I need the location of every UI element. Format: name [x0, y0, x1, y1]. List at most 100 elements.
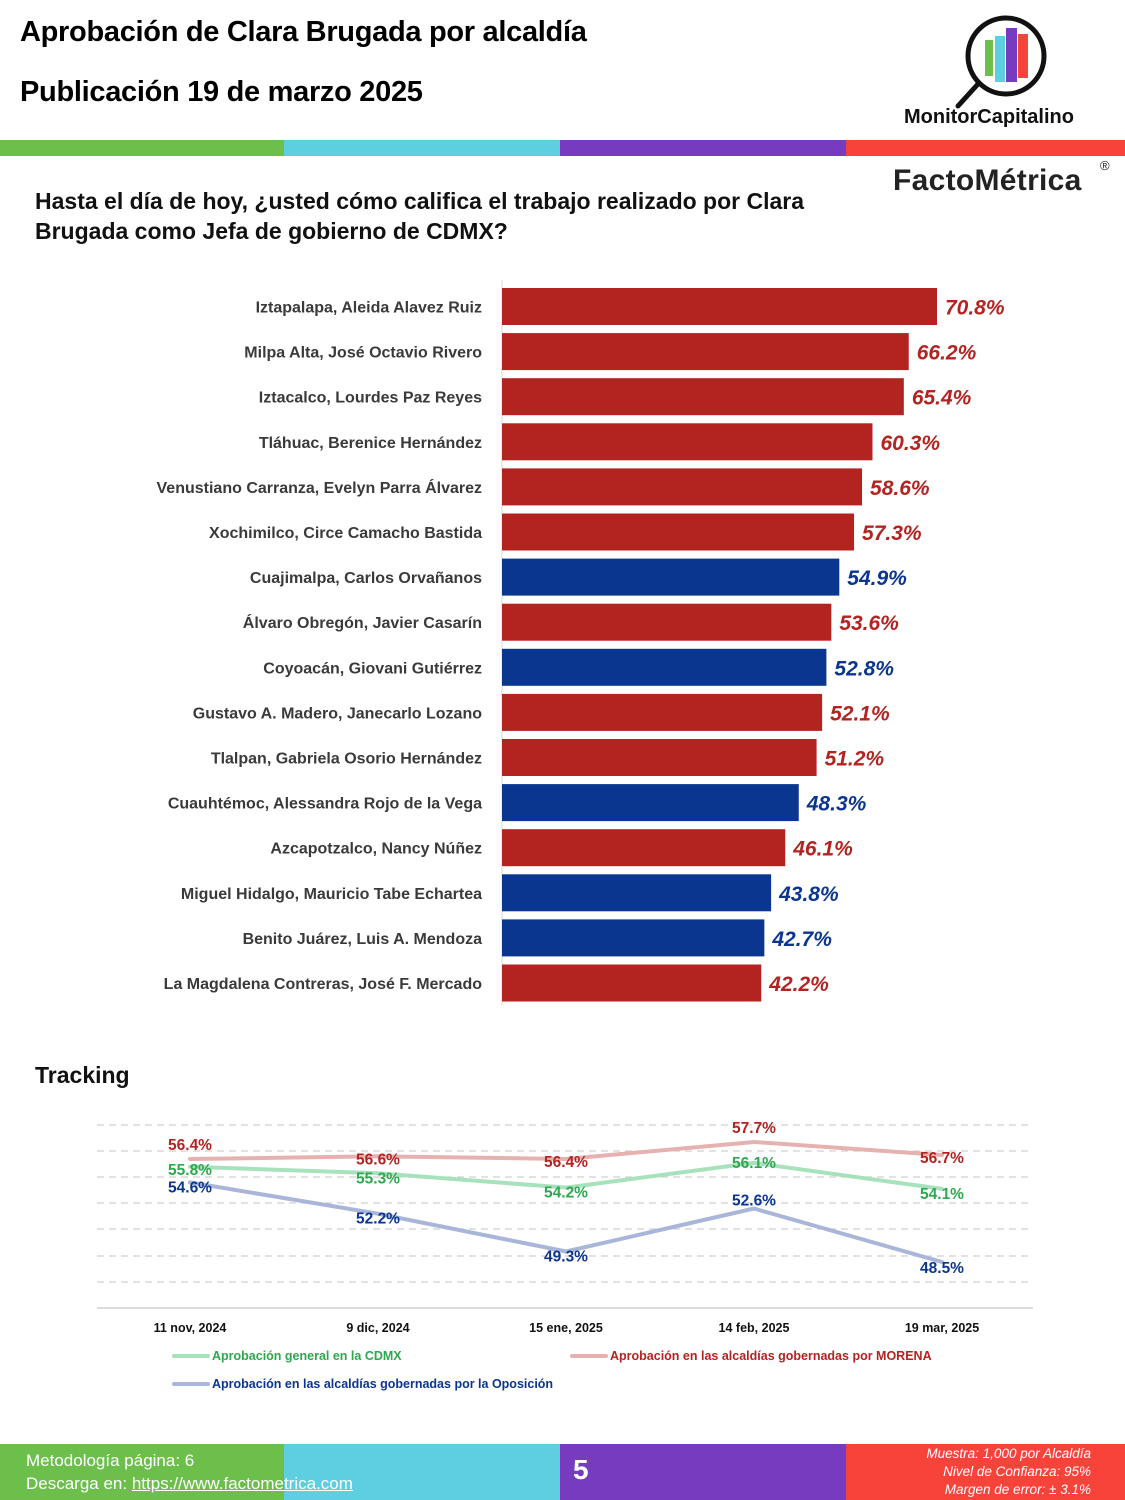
- bar-oposicion: [502, 784, 799, 822]
- footer-bar: [0, 1444, 1125, 1500]
- data-label-oposicion: 48.5%: [920, 1260, 964, 1277]
- data-label-morena: 56.6%: [356, 1151, 400, 1168]
- bar-morena: [502, 603, 832, 641]
- survey-question: Hasta el día de hoy, ¿usted cómo calific…: [35, 188, 805, 244]
- x-tick-label: 15 ene, 2025: [529, 1321, 603, 1335]
- bar-morena: [502, 829, 786, 867]
- bar-category-label: Tlalpan, Gabriela Osorio Hernández: [211, 751, 482, 768]
- bar-value-label: 70.8%: [945, 297, 1005, 320]
- bar-morena: [502, 378, 904, 416]
- bar-value-label: 42.2%: [768, 973, 829, 996]
- bar-value-label: 52.8%: [834, 657, 894, 680]
- x-tick-label: 11 nov, 2024: [154, 1321, 227, 1335]
- bar-category-label: Azcapotzalco, Nancy Núñez: [270, 841, 482, 858]
- bar-value-label: 54.9%: [847, 567, 907, 590]
- tracking-title: Tracking: [35, 1062, 130, 1088]
- bar-value-label: 42.7%: [771, 928, 832, 951]
- confidence-level: Nivel de Confianza: 95%: [943, 1464, 1091, 1479]
- data-label-morena: 56.4%: [544, 1154, 588, 1171]
- data-label-oposicion: 49.3%: [544, 1249, 588, 1266]
- bar-morena: [502, 333, 909, 371]
- monitor-capitalino-logo-icon: [955, 15, 1047, 109]
- bar-morena: [502, 739, 817, 776]
- data-label-general: 54.1%: [920, 1186, 964, 1203]
- bar-category-label: Iztapalapa, Aleida Alavez Ruiz: [256, 300, 482, 317]
- bar-morena: [502, 513, 855, 551]
- data-label-general: 54.2%: [544, 1185, 588, 1202]
- bar-category-label: Iztacalco, Lourdes Paz Reyes: [259, 390, 482, 407]
- stripe-red: [846, 140, 1125, 156]
- bar-oposicion: [502, 874, 772, 912]
- legend-item-oposicion: Aprobación en las alcaldías gobernadas p…: [172, 1377, 553, 1391]
- legend-swatch-oposicion: [172, 1382, 210, 1386]
- series-line-oposicion: [188, 1180, 944, 1264]
- x-tick-label: 19 mar, 2025: [905, 1321, 979, 1335]
- footer-segment-red: [846, 1444, 1125, 1500]
- factometrica-wordmark: FactoMétrica: [893, 164, 1082, 197]
- monitor-capitalino-wordmark: MonitorCapitalino: [904, 106, 1074, 128]
- data-label-oposicion: 52.2%: [356, 1211, 400, 1228]
- sample-size: Muestra: 1,000 por Alcaldía: [926, 1446, 1091, 1461]
- bar-category-label: Benito Juárez, Luis A. Mendoza: [243, 931, 483, 948]
- bar-morena: [502, 468, 863, 506]
- registered-mark: ®: [1100, 158, 1110, 173]
- footer-info: Metodología página: 6 Descarga en: https…: [26, 1449, 353, 1495]
- methodology-note: Metodología página: 6: [26, 1451, 195, 1470]
- bar-oposicion: [502, 648, 827, 686]
- publication-date: Publicación 19 de marzo 2025: [20, 76, 423, 108]
- tracking-line-chart: 56.4% 56.6% 56.4% 57.7% 56.7% 55.8% 55.3% 54.2%…: [97, 1120, 1033, 1335]
- footer-segment-purple: [560, 1444, 846, 1500]
- legend-item-morena: Aprobación en las alcaldías gobernadas p…: [570, 1349, 932, 1363]
- footer-segment-cyan: [284, 1444, 560, 1500]
- bar-value-label: 66.2%: [917, 342, 977, 365]
- bar-category-label: Milpa Alta, José Octavio Rivero: [244, 345, 482, 362]
- bar-category-label: Venustiano Carranza, Evelyn Parra Álvare…: [157, 478, 482, 497]
- bar-value-label: 57.3%: [862, 522, 922, 545]
- bar-category-label: Cuajimalpa, Carlos Orvañanos: [250, 570, 482, 587]
- data-label-morena: 56.4%: [168, 1137, 212, 1154]
- bar-value-label: 58.6%: [870, 477, 930, 500]
- page-number: 5: [573, 1454, 589, 1485]
- bar-category-label: Coyoacán, Giovani Gutiérrez: [263, 660, 482, 677]
- legend-swatch-morena: [570, 1354, 608, 1358]
- legend-label-oposicion: Aprobación en las alcaldías gobernadas p…: [212, 1377, 554, 1391]
- legend-swatch-general: [172, 1354, 210, 1358]
- bar-value-label: 60.3%: [880, 432, 940, 455]
- download-line: Descarga en: https://www.factometrica.co…: [26, 1472, 353, 1495]
- bar-morena: [502, 693, 823, 731]
- bar-value-label: 53.6%: [839, 612, 899, 635]
- data-label-morena: 56.7%: [920, 1150, 964, 1167]
- data-label-oposicion: 52.6%: [732, 1193, 776, 1210]
- stripe-green: [0, 140, 284, 156]
- bar-morena: [502, 964, 762, 1002]
- bar-value-label: 65.4%: [912, 387, 972, 410]
- bar-category-label: La Magdalena Contreras, José F. Mercado: [164, 976, 483, 993]
- legend-label-general: Aprobación general en la CDMX: [212, 1349, 402, 1363]
- page-title: Aprobación de Clara Brugada por alcaldía: [20, 16, 587, 48]
- bar-morena: [502, 423, 873, 461]
- sample-info: Muestra: 1,000 por Alcaldía Nivel de Con…: [926, 1445, 1091, 1499]
- bar-category-label: Tláhuac, Berenice Hernández: [259, 435, 482, 452]
- bar-category-label: Gustavo A. Madero, Janecarlo Lozano: [193, 705, 482, 722]
- bar-value-label: 43.8%: [778, 883, 839, 906]
- series-line-general: [188, 1160, 944, 1191]
- legend-label-morena: Aprobación en las alcaldías gobernadas p…: [610, 1349, 932, 1363]
- legend-item-general: Aprobación general en la CDMX: [172, 1349, 402, 1363]
- bar-value-label: 51.2%: [825, 748, 885, 771]
- x-tick-label: 14 feb, 2025: [719, 1321, 790, 1335]
- footer-segment-green: [0, 1444, 284, 1500]
- x-tick-label: 9 dic, 2024: [346, 1321, 409, 1335]
- download-prefix: Descarga en:: [26, 1474, 132, 1493]
- header-color-stripe: [0, 140, 1125, 156]
- data-label-general: 55.8%: [168, 1162, 212, 1179]
- data-label-oposicion: 54.6%: [168, 1179, 212, 1196]
- download-link[interactable]: https://www.factometrica.com: [131, 1474, 353, 1493]
- bar-morena: [502, 288, 937, 325]
- margin-of-error: Margen de error: ± 3.1%: [944, 1482, 1091, 1497]
- bar-category-label: Cuauhtémoc, Alessandra Rojo de la Vega: [168, 796, 482, 813]
- bar-value-label: 48.3%: [806, 793, 867, 816]
- bar-value-label: 52.1%: [830, 702, 890, 725]
- bar-category-label: Xochimilco, Circe Camacho Bastida: [209, 525, 482, 542]
- bar-oposicion: [502, 919, 765, 957]
- series-line-morena: [188, 1140, 944, 1161]
